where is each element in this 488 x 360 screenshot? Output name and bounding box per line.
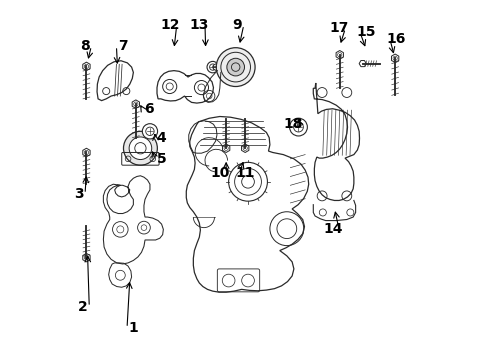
Circle shape	[206, 62, 218, 73]
Text: 2: 2	[78, 300, 88, 314]
Text: 7: 7	[118, 39, 127, 53]
Text: 16: 16	[386, 32, 405, 46]
Text: 8: 8	[80, 39, 90, 53]
Circle shape	[289, 118, 307, 136]
Circle shape	[142, 124, 157, 139]
Text: 3: 3	[74, 187, 83, 201]
Text: 1: 1	[128, 321, 138, 335]
Text: 5: 5	[156, 152, 166, 166]
Text: 14: 14	[322, 222, 342, 237]
Text: 10: 10	[210, 166, 229, 180]
Text: 11: 11	[235, 166, 255, 180]
Circle shape	[129, 137, 151, 159]
Text: 9: 9	[232, 18, 242, 32]
Text: 15: 15	[356, 25, 375, 39]
Text: 13: 13	[188, 18, 208, 32]
Circle shape	[216, 48, 255, 86]
Text: 6: 6	[144, 103, 154, 116]
Text: 12: 12	[161, 18, 180, 32]
Circle shape	[123, 131, 157, 165]
Text: 4: 4	[156, 131, 166, 145]
Text: 18: 18	[283, 117, 303, 131]
Circle shape	[226, 58, 244, 76]
Text: 17: 17	[329, 21, 348, 35]
